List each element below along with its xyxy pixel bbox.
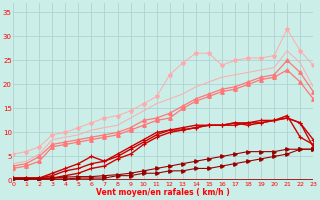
X-axis label: Vent moyen/en rafales ( km/h ): Vent moyen/en rafales ( km/h ) (96, 188, 230, 197)
